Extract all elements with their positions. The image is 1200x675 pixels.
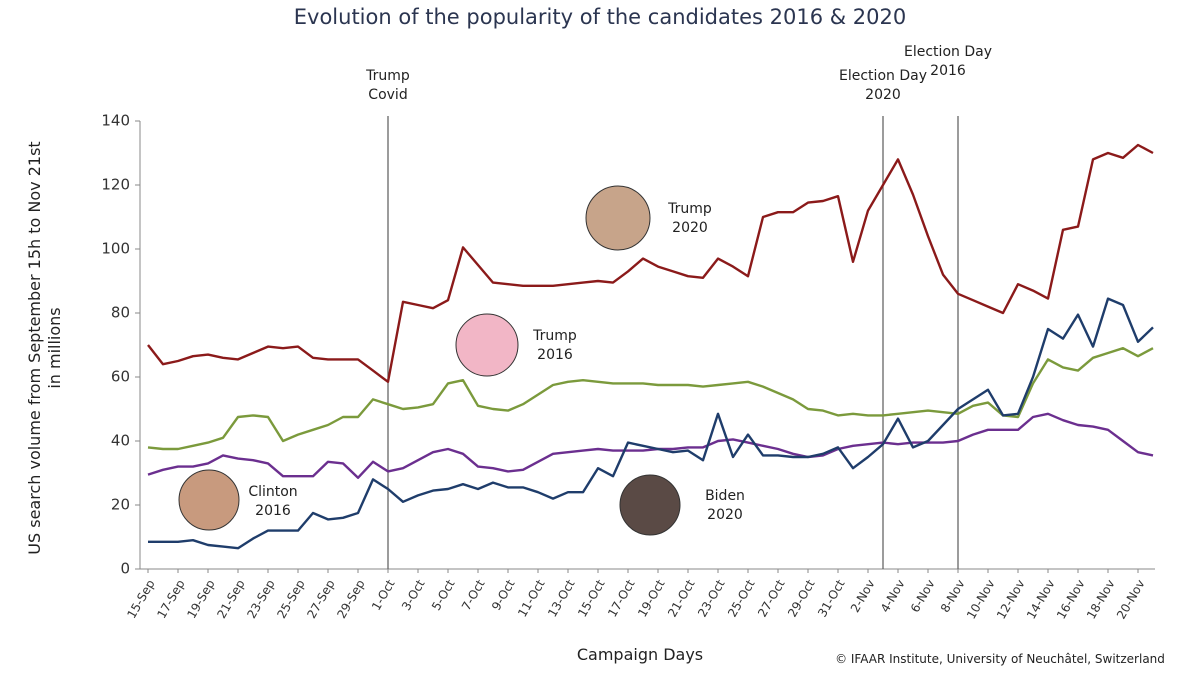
x-tick-label: 6-Nov bbox=[908, 577, 938, 615]
x-tick-label: 18-Nov bbox=[1084, 577, 1118, 621]
x-tick-label: 27-Oct bbox=[755, 577, 788, 619]
x-tick-label: 11-Oct bbox=[515, 577, 548, 619]
photos bbox=[178, 185, 681, 536]
x-tick-label: 27-Sep bbox=[304, 577, 337, 621]
x-tick-label: 14-Nov bbox=[1024, 577, 1058, 621]
x-tick-label: 20-Nov bbox=[1114, 577, 1148, 621]
photo bbox=[585, 185, 651, 251]
series-label: Trump 2016 bbox=[533, 328, 577, 363]
credit: © IFAAR Institute, University of Neuchât… bbox=[835, 652, 1165, 666]
x-tick-label: 1-Oct bbox=[369, 577, 398, 613]
x-tick-label: 13-Oct bbox=[545, 577, 578, 619]
x-tick-label: 7-Oct bbox=[459, 577, 488, 613]
x-tick-label: 21-Oct bbox=[665, 577, 698, 619]
x-tick-label: 29-Oct bbox=[785, 577, 818, 619]
x-tick-label: 21-Sep bbox=[214, 577, 247, 621]
event-label: Election Day 2020 bbox=[839, 68, 927, 103]
x-tick-label: 23-Sep bbox=[244, 577, 277, 621]
x-tick-label: 19-Sep bbox=[184, 577, 217, 621]
x-tick-label: 15-Oct bbox=[575, 577, 608, 619]
series-line bbox=[147, 412, 1154, 479]
x-tick-label: 15-Sep bbox=[124, 577, 157, 621]
x-tick-label: 19-Oct bbox=[635, 577, 668, 619]
x-tick-label: 25-Oct bbox=[725, 577, 758, 619]
x-tick-label: 9-Oct bbox=[489, 577, 518, 613]
series-line bbox=[147, 143, 1154, 383]
x-tick-label: 2-Nov bbox=[848, 577, 878, 615]
x-tick-label: 16-Nov bbox=[1054, 577, 1088, 621]
photo bbox=[178, 469, 240, 531]
x-tick-label: 17-Sep bbox=[154, 577, 187, 621]
series-label: Trump 2020 bbox=[668, 201, 712, 236]
photo bbox=[619, 474, 681, 536]
x-tick-label: 4-Nov bbox=[878, 577, 908, 615]
x-tick-label: 17-Oct bbox=[605, 577, 638, 619]
x-tick-label: 5-Oct bbox=[429, 577, 458, 613]
event-label: Election Day 2016 bbox=[904, 44, 992, 79]
x-tick-label: 10-Nov bbox=[964, 577, 998, 621]
series-line bbox=[148, 297, 1154, 550]
series-label: Clinton 2016 bbox=[248, 484, 298, 519]
series-label: Biden 2020 bbox=[705, 488, 745, 523]
y-axis-label: US search volume from September 15h to N… bbox=[25, 141, 64, 555]
series-line bbox=[147, 347, 1154, 451]
x-axis-label: Campaign Days bbox=[576, 645, 704, 664]
chart-title: Evolution of the popularity of the candi… bbox=[293, 5, 907, 29]
y-tick-label: 60 bbox=[111, 368, 130, 386]
y-tick-label: 140 bbox=[101, 112, 130, 130]
x-tick-label: 25-Sep bbox=[274, 577, 307, 621]
y-tick-label: 120 bbox=[101, 176, 130, 194]
y-tick-label: 80 bbox=[111, 304, 130, 322]
x-tick-label: 12-Nov bbox=[994, 577, 1028, 621]
x-tick-label: 23-Oct bbox=[695, 577, 728, 619]
x-tick-label: 29-Sep bbox=[334, 577, 367, 621]
x-tick-label: 8-Nov bbox=[938, 577, 968, 615]
y-tick-label: 0 bbox=[120, 560, 130, 578]
y-tick-label: 100 bbox=[101, 240, 130, 258]
x-tick-label: 31-Oct bbox=[815, 577, 848, 619]
y-tick-label: 40 bbox=[111, 432, 130, 450]
x-tick-label: 3-Oct bbox=[399, 577, 428, 613]
event-label: Trump Covid bbox=[366, 68, 410, 103]
y-tick-label: 20 bbox=[111, 496, 130, 514]
photo bbox=[455, 313, 519, 377]
